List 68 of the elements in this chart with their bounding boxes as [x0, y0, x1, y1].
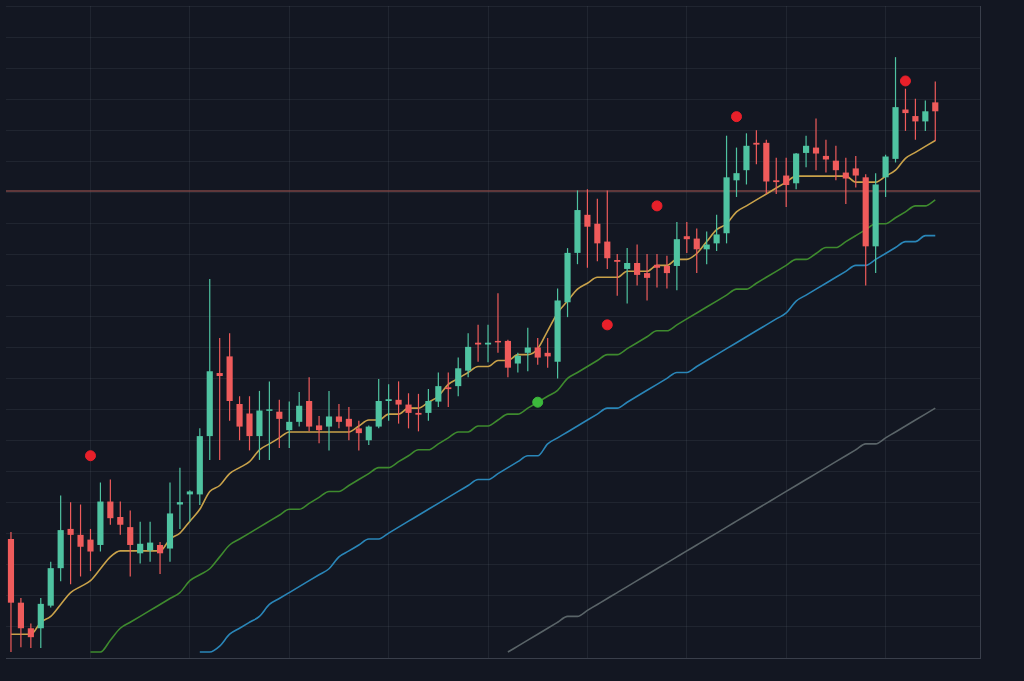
- point: [731, 111, 742, 123]
- candlestick: [584, 188, 591, 269]
- candlestick: [246, 395, 253, 451]
- candlestick: [355, 420, 362, 451]
- candlestick: [614, 253, 621, 297]
- candlestick: [117, 500, 124, 536]
- candlestick: [524, 327, 531, 372]
- candlestick: [812, 117, 820, 171]
- candlestick: [266, 380, 273, 461]
- candlestick: [783, 157, 790, 208]
- point: [532, 396, 544, 408]
- candlestick: [286, 401, 293, 449]
- candlestick: [156, 541, 164, 575]
- candlestick: [882, 154, 889, 198]
- point: [651, 200, 663, 212]
- candlestick: [514, 352, 521, 374]
- candlestick: [127, 509, 134, 578]
- candlestick: [534, 337, 541, 366]
- candlestick: [932, 80, 939, 142]
- candlestick: [335, 403, 343, 429]
- candlestick: [653, 253, 661, 288]
- candlestick: [296, 391, 303, 428]
- candlestick: [276, 399, 283, 449]
- candlestick: [802, 135, 810, 168]
- candlestick: [236, 395, 243, 441]
- candlestick: [683, 221, 690, 254]
- candlestick: [345, 406, 352, 441]
- candlestick: [643, 253, 651, 302]
- candlestick: [315, 415, 323, 444]
- point: [899, 75, 911, 87]
- candlestick: [465, 332, 472, 378]
- candlestick: [455, 356, 462, 397]
- candlestick: [77, 503, 84, 578]
- candlestick: [624, 247, 631, 305]
- candlestick: [425, 388, 432, 422]
- candlestick: [216, 337, 223, 461]
- candlestick: [832, 145, 839, 181]
- candlestick: [753, 129, 760, 165]
- candlestick: [604, 189, 611, 270]
- candlestick: [385, 383, 392, 422]
- candlestick: [594, 198, 601, 262]
- candlestick: [176, 467, 184, 530]
- candlestick: [415, 393, 422, 432]
- candlestick: [405, 392, 412, 429]
- candlestick: [713, 214, 720, 252]
- candlestick: [912, 98, 919, 141]
- candlestick: [107, 478, 114, 526]
- candlestick: [435, 371, 442, 408]
- candlestick: [852, 155, 859, 189]
- candlestick: [693, 227, 700, 274]
- candlestick: [663, 255, 671, 290]
- candlestick: [773, 157, 780, 195]
- candlestick: [325, 390, 333, 451]
- candlestick: [67, 501, 74, 585]
- candlestick: [137, 521, 144, 565]
- candlestick: [27, 622, 34, 649]
- candlestick: [395, 380, 402, 425]
- candlestick: [445, 371, 452, 408]
- candlestick: [365, 424, 372, 446]
- candlestick: [902, 88, 909, 132]
- candlestick: [922, 99, 929, 132]
- candlestick: [186, 489, 193, 523]
- candlestick: [634, 243, 641, 287]
- candlestick: [87, 528, 94, 572]
- point: [84, 450, 96, 462]
- point: [601, 319, 613, 331]
- candlestick: [842, 157, 849, 205]
- candlestick: [733, 146, 740, 198]
